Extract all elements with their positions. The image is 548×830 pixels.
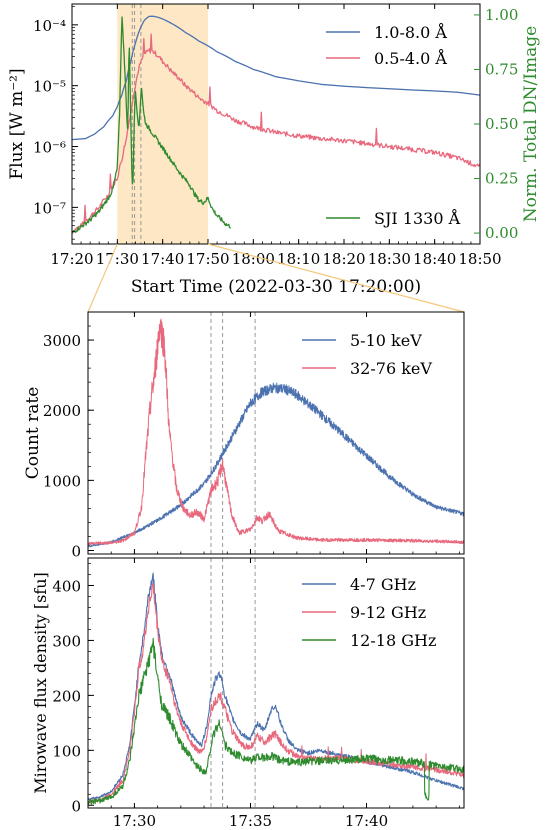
bot-x-ticks: 17:30 17:35 17:40	[87, 558, 460, 830]
top-y2-tick-label: 0.00	[485, 224, 518, 242]
bot-series-12-18-ghz	[88, 637, 464, 805]
top-x-ticks: 17:20 17:30 17:40 17:50 18:00 18:10 18:20 18:30…	[50, 4, 502, 268]
mid-vlines	[210, 312, 256, 554]
top-series-1-0-8-0	[72, 15, 480, 141]
bot-y-tick-label: 300	[52, 632, 81, 650]
bot-y-ticks: 0 100 200 300 400	[52, 563, 94, 815]
zoom-connector-right	[207, 243, 465, 313]
mid-y-tick-label: 3000	[43, 332, 81, 350]
top-x-tick-label: 18:50	[458, 250, 501, 268]
top-y2-tick-label: 0.25	[485, 170, 518, 188]
bot-y-tick-label: 0	[71, 797, 81, 815]
bot-legend-label-4-7-ghz: 4-7 GHz	[350, 575, 416, 594]
mid-x-ticks	[87, 312, 460, 554]
top-legend-label-sji-1330: SJI 1330 Å	[374, 208, 461, 228]
top-x-tick-label: 18:10	[277, 250, 320, 268]
mid-legend-label-5-10-kev: 5-10 keV	[350, 331, 422, 350]
top-y2-tick-label: 0.75	[485, 60, 518, 78]
bot-y-axis-label: Mirowave flux density [sfu]	[31, 572, 50, 794]
hxr-count-panel: 0 1000 2000 3000 Count rate 5-10 keV 32-76 k…	[23, 311, 465, 560]
top-y2-tick-label: 0.50	[485, 115, 518, 133]
goes-flux-panel: 17:20 17:30 17:40 17:50 18:00 18:10 18:20 18:30…	[7, 3, 541, 297]
top-y2-ticks: 0.00 0.25 0.50 0.75 1.00	[474, 6, 518, 242]
top-x-tick-label: 17:50	[186, 250, 229, 268]
top-y-tick-label: 10⁻⁷	[33, 199, 66, 217]
mid-legend: 5-10 keV 32-76 keV	[302, 331, 432, 378]
bot-legend-label-9-12-ghz: 9-12 GHz	[350, 603, 426, 622]
bot-x-tick-label: 17:40	[345, 812, 388, 830]
mid-legend-label-32-76-kev: 32-76 keV	[350, 359, 432, 378]
top-x-tick-label: 18:40	[413, 250, 456, 268]
bot-y-tick-label: 200	[52, 687, 81, 705]
bot-series-group	[88, 572, 464, 805]
top-series-sji-1330	[72, 16, 232, 234]
top-x-tick-label: 18:00	[232, 250, 275, 268]
top-y-ticks: 10⁻⁷ 10⁻⁶ 10⁻⁵ 10⁻⁴	[33, 6, 78, 240]
bot-x-tick-label: 17:30	[113, 812, 156, 830]
bot-legend-label-12-18-ghz: 12-18 GHz	[350, 631, 436, 650]
top-legend-lower: SJI 1330 Å	[326, 208, 461, 228]
mid-panel-frame	[87, 311, 465, 555]
bot-x-tick-label: 17:35	[229, 812, 272, 830]
mid-series-32-76-kev	[88, 318, 464, 546]
bot-vlines	[210, 558, 256, 808]
top-y-tick-label: 10⁻⁴	[33, 17, 66, 35]
top-y-tick-label: 10⁻⁵	[33, 78, 66, 96]
top-series-group	[72, 15, 480, 234]
mid-y-tick-label: 0	[71, 542, 81, 560]
top-legend-upper: 1.0-8.0 Å 0.5-4.0 Å	[326, 22, 447, 68]
top-x-tick-label: 17:40	[141, 250, 184, 268]
top-x-tick-label: 17:20	[50, 250, 93, 268]
top-series-0-5-4-0	[72, 33, 480, 234]
mid-y-tick-label: 1000	[43, 472, 81, 490]
mid-series-5-10-kev	[88, 382, 464, 548]
top-x-axis-label: Start Time (2022-03-30 17:20:00)	[131, 277, 421, 297]
top-y-axis-label: Flux [W m⁻²]	[7, 68, 27, 179]
top-x-tick-label: 18:20	[322, 250, 365, 268]
top-x-tick-label: 17:30	[96, 250, 139, 268]
bot-panel-frame	[87, 557, 465, 809]
bot-series-9-12-ghz	[88, 582, 464, 805]
mid-y-ticks: 0 1000 2000 3000	[43, 325, 94, 560]
mid-y-tick-label: 2000	[43, 402, 81, 420]
mid-y-axis-label: Count rate	[23, 387, 43, 480]
top-y-tick-label: 10⁻⁶	[33, 139, 66, 157]
top-y2-axis-label: Norm. Total DN/Image	[521, 26, 541, 222]
mid-series-group	[88, 318, 464, 548]
bot-y-tick-label: 400	[52, 577, 81, 595]
microwave-panel: 17:30 17:35 17:40 0 100 200 300 400 Mirowave f…	[31, 557, 465, 830]
top-y2-tick-label: 1.00	[485, 6, 518, 24]
bot-y-tick-label: 100	[52, 742, 81, 760]
top-legend-label-0-5-4-0: 0.5-4.0 Å	[374, 48, 447, 68]
zoom-connector-left	[87, 243, 118, 313]
bot-legend: 4-7 GHz 9-12 GHz 12-18 GHz	[302, 575, 436, 650]
top-legend-label-1-0-8-0: 1.0-8.0 Å	[374, 22, 447, 42]
top-x-tick-label: 18:30	[368, 250, 411, 268]
